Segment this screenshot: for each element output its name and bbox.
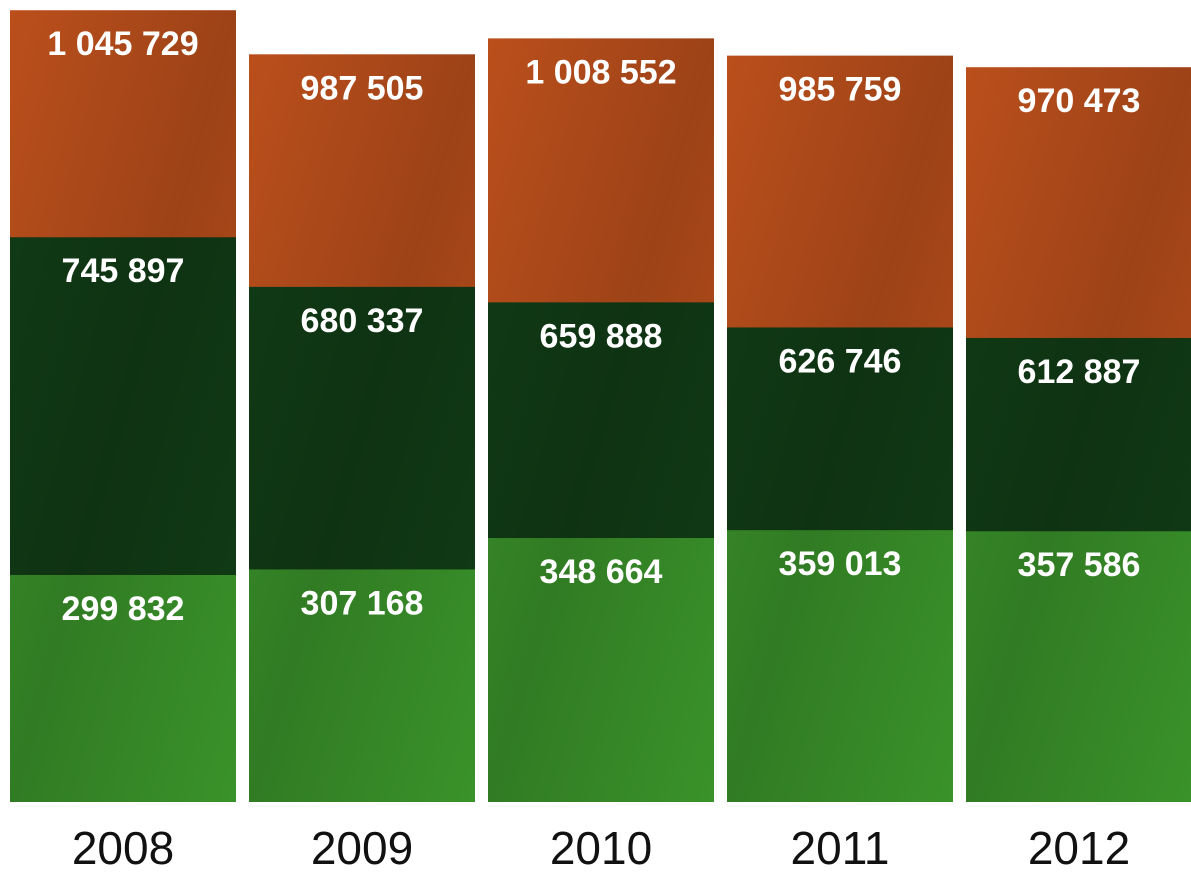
x-tick-label: 2012 [1028, 822, 1130, 874]
value-label: 985 759 [779, 71, 902, 109]
value-label: 348 664 [540, 553, 663, 591]
x-tick-label: 2010 [550, 822, 652, 874]
value-label: 359 013 [779, 545, 902, 583]
bar-texture [727, 55, 953, 803]
value-label: 659 888 [540, 317, 663, 355]
bar-texture [10, 10, 236, 802]
value-label: 987 505 [301, 69, 424, 107]
value-label: 1 045 729 [47, 25, 198, 63]
value-label: 680 337 [301, 302, 424, 340]
value-label: 626 746 [779, 342, 902, 380]
x-tick-label: 2008 [72, 822, 174, 874]
value-label: 299 832 [62, 590, 185, 628]
bar-texture [488, 38, 714, 802]
value-label: 612 887 [1018, 353, 1141, 391]
bar-texture [249, 54, 475, 803]
value-label: 1 008 552 [525, 53, 676, 91]
x-tick-label: 2009 [311, 822, 413, 874]
value-label: 307 168 [301, 584, 424, 622]
value-label: 970 473 [1018, 82, 1141, 120]
value-label: 745 897 [62, 252, 185, 290]
x-tick-label: 2011 [791, 822, 890, 874]
value-label: 357 586 [1018, 546, 1141, 584]
bar-texture [966, 67, 1191, 802]
